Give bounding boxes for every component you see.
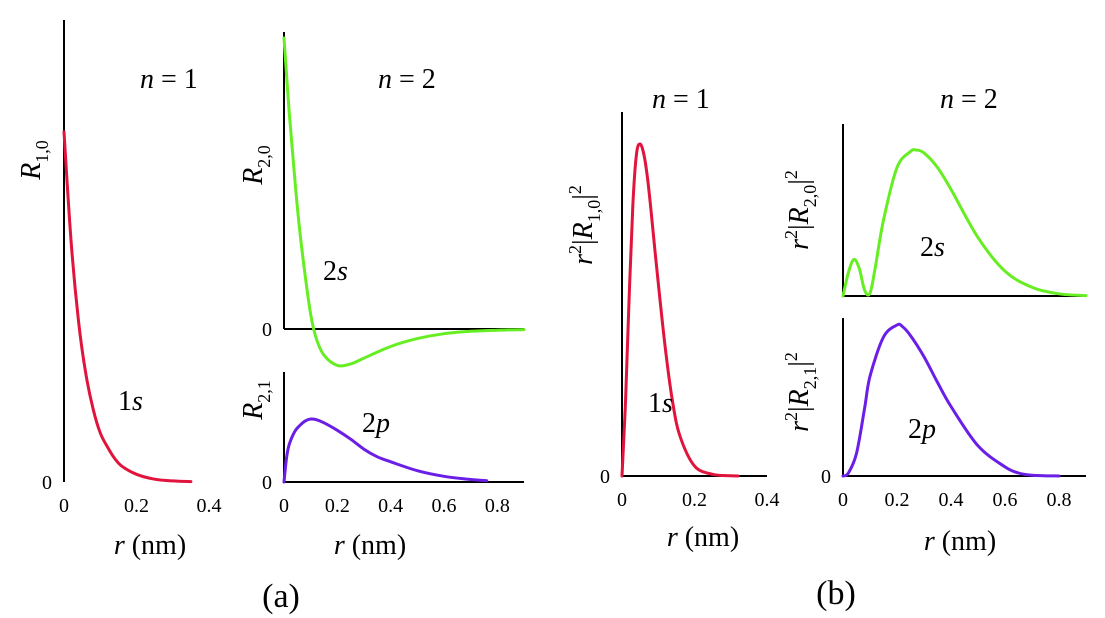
chart-title: n = 2 [378, 64, 436, 95]
chart-panel-6: 0 0.2 0.4 0.6 0.8 0 2p r (nm) r2|R2,1|2 [781, 318, 1086, 557]
chart-title: n = 1 [140, 64, 198, 95]
series-line-1s [62, 130, 193, 484]
series-label: 2s [323, 256, 348, 287]
series-line-2p [841, 322, 1061, 478]
y-axis-label: R2,0 [238, 145, 274, 186]
y-tick-label: 0 [262, 319, 272, 341]
chart-panel-2: 0 2s n = 2 R2,0 [238, 32, 526, 368]
x-tick-label: 0.8 [485, 495, 510, 517]
series-label: 2p [908, 414, 936, 445]
series-label: 2p [362, 408, 390, 439]
x-tick-label: 0.2 [124, 495, 149, 517]
series-line-2s [841, 148, 1088, 298]
y-axis-label: r2|R2,0|2 [781, 170, 820, 250]
series-label: 1s [118, 386, 143, 417]
figure-label-a: (a) [262, 578, 300, 615]
x-tick-label: 0.8 [1047, 489, 1072, 511]
y-axis-label: R1,0 [16, 140, 52, 181]
figure-label-b: (b) [816, 575, 856, 612]
y-tick-label: 0 [821, 466, 831, 488]
x-tick-label: 0.6 [993, 489, 1018, 511]
x-tick-label: 0.2 [682, 489, 707, 511]
x-tick-label: 0.4 [939, 489, 964, 511]
y-axis-label: R2,1 [238, 380, 274, 421]
x-tick-label: 0.6 [432, 495, 457, 517]
x-tick-label: 0 [59, 495, 69, 517]
chart-panel-1: 0 0.2 0.4 0 1s n = 1 r (nm) R1,0 [16, 20, 222, 561]
y-tick-label: 0 [600, 466, 610, 488]
x-tick-label: 0.4 [755, 489, 780, 511]
chart-title: n = 1 [652, 84, 710, 115]
y-axis-label: r2|R2,1|2 [781, 352, 820, 432]
x-tick-label: 0 [617, 489, 627, 511]
x-axis-label: r (nm) [667, 522, 739, 553]
y-tick-label: 0 [42, 472, 52, 494]
series-line-2p [282, 417, 489, 484]
y-axis-label: r2|R1,0|2 [565, 185, 604, 265]
series-label: 2s [920, 232, 945, 263]
chart-title: n = 2 [940, 84, 998, 115]
x-axis-label: r (nm) [114, 530, 186, 561]
x-axis-label: r (nm) [924, 526, 996, 557]
x-tick-label: 0.2 [885, 489, 910, 511]
chart-panel-5: 2s n = 2 r2|R2,0|2 [781, 84, 1088, 298]
series-line-2s [282, 36, 526, 368]
x-tick-label: 0.4 [378, 495, 403, 517]
series-label: 1s [648, 388, 673, 419]
x-tick-label: 0.2 [325, 495, 350, 517]
x-tick-label: 0.4 [197, 495, 222, 517]
x-axis-label: r (nm) [334, 530, 406, 561]
series-line-1s [620, 142, 740, 478]
x-tick-label: 0 [838, 489, 848, 511]
chart-panel-3: 0 0.2 0.4 0.6 0.8 0 2p r (nm) R2,1 [238, 372, 524, 561]
x-tick-label: 0 [279, 495, 289, 517]
y-tick-label: 0 [262, 472, 272, 494]
chart-panel-4: 0 0.2 0.4 0 1s n = 1 r (nm) r2|R1,0|2 [565, 84, 780, 553]
